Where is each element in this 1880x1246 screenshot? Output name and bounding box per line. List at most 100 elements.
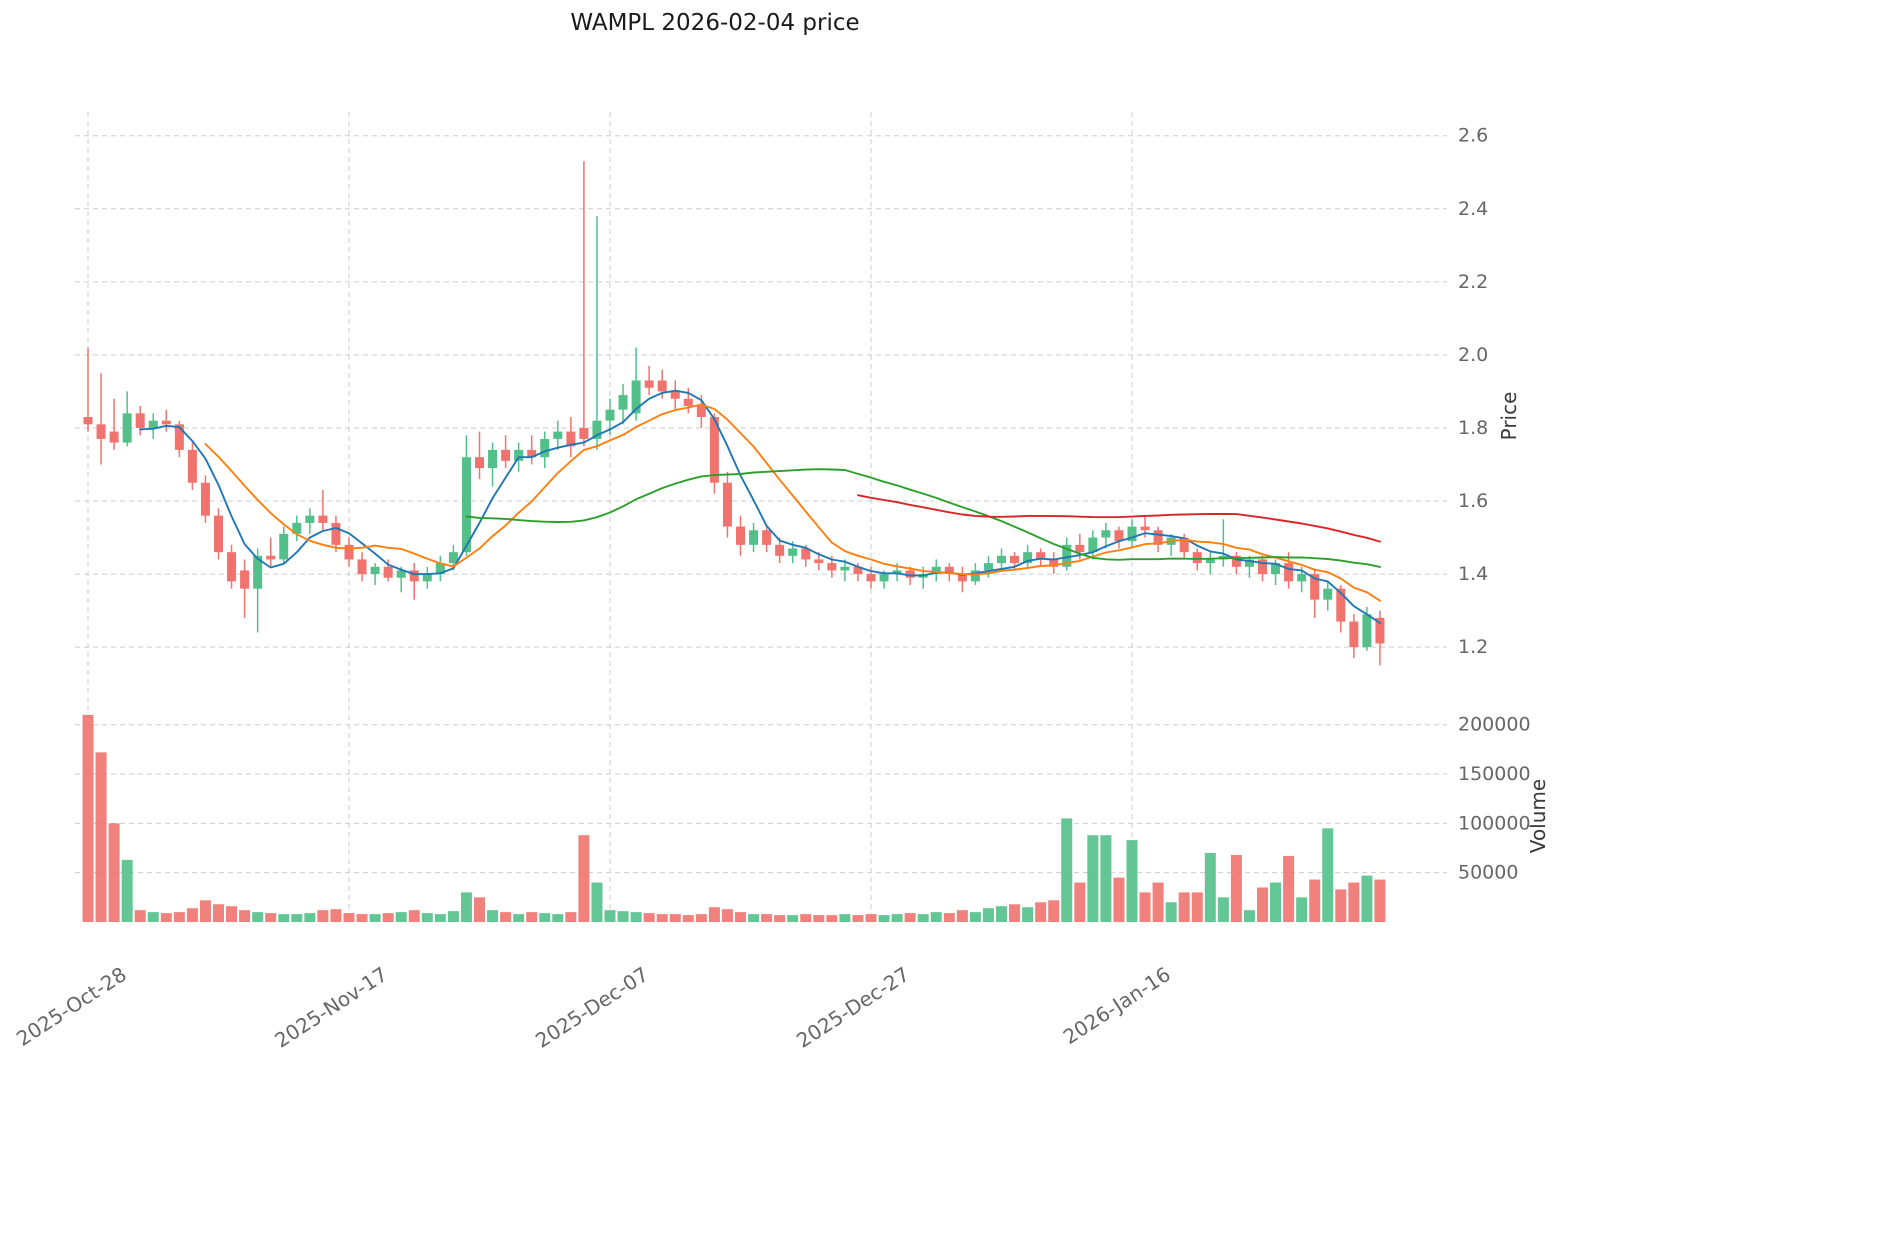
chart-title: WAMPL 2026-02-04 price [570, 10, 859, 36]
candle-body [135, 413, 145, 428]
volume-bar [121, 859, 133, 922]
volume-bar [982, 908, 994, 922]
volume-bar [1074, 882, 1086, 922]
volume-bar [1257, 887, 1268, 922]
candle-body [566, 431, 576, 447]
candle-body [1127, 526, 1137, 542]
volume-bar [1126, 840, 1138, 922]
candle-body [1231, 555, 1241, 567]
volume-bar [82, 714, 94, 922]
candle-layer [83, 161, 1385, 666]
volume-bar [604, 910, 616, 922]
candle-body [461, 457, 471, 553]
candle-body [853, 566, 863, 575]
candle-body [775, 544, 785, 556]
volume-bar [317, 910, 329, 922]
volume-bar [147, 912, 159, 922]
candle-body [866, 574, 876, 582]
volume-bar [343, 913, 355, 922]
candle-body [605, 409, 615, 421]
candle-body [227, 552, 237, 582]
volume-bar [226, 906, 238, 922]
candle-body [1088, 537, 1098, 553]
volume-bar [1309, 879, 1321, 922]
mav-10-line [204, 403, 1381, 602]
candle-body [722, 482, 732, 527]
volume-bar [591, 882, 603, 922]
volume-bar [721, 909, 733, 922]
candle-body [1244, 559, 1254, 567]
price-tick-label: 2.4 [1458, 198, 1488, 220]
volume-bar [1374, 879, 1386, 922]
candle-body [279, 533, 289, 560]
candle-body [344, 544, 354, 560]
candle-body [148, 420, 158, 428]
volume-bar [265, 913, 277, 922]
candle-body [161, 420, 171, 425]
candle-body [1062, 544, 1072, 567]
candle-body [305, 515, 315, 523]
candle-body [1049, 559, 1059, 567]
volume-bar [695, 914, 707, 922]
candle-body [749, 530, 759, 545]
volume-bar [408, 910, 420, 922]
candle-body [788, 548, 798, 556]
candle-body [174, 424, 184, 450]
candle-body [409, 570, 419, 582]
volume-bar [513, 914, 525, 922]
candle-body [736, 526, 745, 545]
price-tick-label: 1.8 [1458, 417, 1488, 439]
candle-body [514, 449, 524, 461]
volume-bar [539, 913, 551, 922]
candle-body [840, 566, 850, 571]
candle-body [527, 449, 537, 458]
candle-body [879, 574, 889, 582]
candle-body [683, 398, 693, 407]
candle-body [266, 555, 276, 560]
volume-bar [996, 906, 1007, 922]
candle-body [1258, 559, 1267, 575]
volume-bar [643, 913, 655, 922]
price-axis-label: Price [1497, 392, 1521, 441]
candle-body [618, 395, 628, 410]
candle-body [1140, 526, 1150, 531]
date-tick-label: 2025-Dec-27 [792, 962, 914, 1053]
volume-bar [930, 912, 942, 922]
mav-30-line [465, 468, 1381, 568]
date-tick-label: 2025-Dec-07 [531, 962, 653, 1053]
price-tick-label: 1.2 [1458, 636, 1488, 658]
price-tick-label: 2.0 [1458, 344, 1488, 366]
candle-body [357, 559, 367, 575]
candle-body [892, 570, 902, 575]
candle-body [475, 457, 484, 469]
candle-body [370, 566, 380, 575]
volume-bar [1022, 907, 1034, 922]
volume-bar [552, 914, 564, 922]
candle-body [214, 515, 223, 553]
volume-bar [1009, 904, 1021, 922]
candle-body [1284, 563, 1294, 582]
volume-bar [656, 914, 668, 922]
volume-bar [186, 908, 198, 922]
volume-bar [1204, 852, 1216, 922]
candle-body [331, 522, 341, 545]
volume-bar [460, 892, 472, 922]
volume-bar [526, 912, 538, 922]
volume-bar [774, 915, 786, 922]
volume-bar [199, 900, 211, 922]
candle-body [997, 555, 1006, 564]
volume-bar [943, 913, 955, 922]
volume-bar [669, 914, 681, 922]
volume-bar [434, 914, 446, 922]
volume-bar [213, 904, 224, 922]
volume-bar [252, 912, 264, 922]
candle-body [931, 566, 941, 575]
volume-tick-label: 200000 [1458, 714, 1531, 736]
volume-bar [1335, 889, 1347, 922]
volume-bar [682, 915, 694, 922]
candle-body [1297, 574, 1307, 582]
candle-body [827, 563, 837, 571]
candle-body [187, 449, 197, 483]
volume-bar [1361, 875, 1373, 922]
